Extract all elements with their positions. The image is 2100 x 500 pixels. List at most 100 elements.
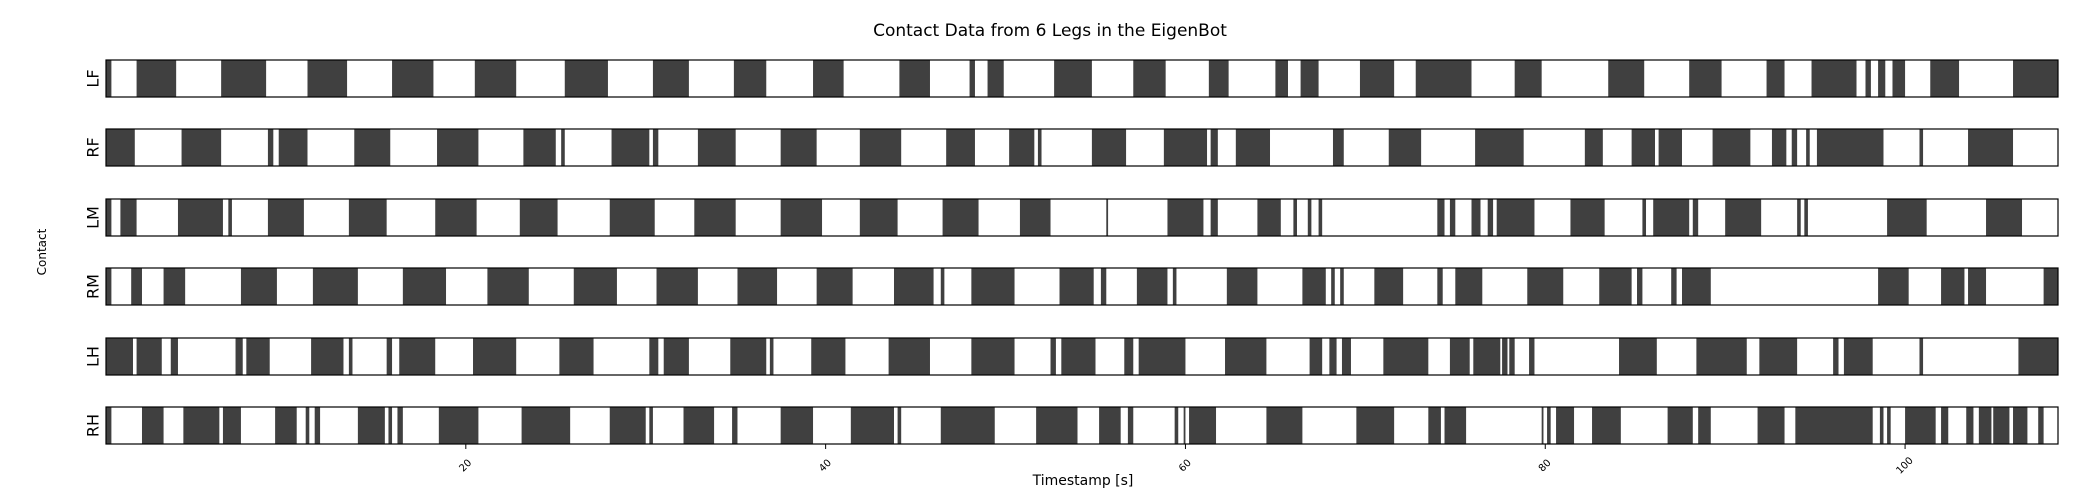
contact-segment [1235, 129, 1271, 166]
contact-segment [1502, 338, 1508, 375]
contact-segment [859, 199, 898, 236]
leg-rows: LF RF LM RM LH RH [84, 59, 2059, 445]
leg-row-lf: LF [84, 59, 2059, 98]
contact-segment [1437, 199, 1445, 236]
contact-segment [780, 407, 814, 444]
contact-segment [222, 407, 241, 444]
contact-segment [1473, 338, 1501, 375]
contact-segment [1811, 60, 1857, 97]
chart-title: Contact Data from 6 Legs in the EigenBot [873, 21, 1227, 41]
contact-segment [177, 199, 223, 236]
contact-segment [278, 129, 308, 166]
contact-segment [1341, 338, 1351, 375]
contact-segment [1257, 199, 1281, 236]
contact-segment [120, 199, 137, 236]
contact-segment [1514, 60, 1542, 97]
contact-segment [437, 129, 479, 166]
contact-segment [2038, 407, 2044, 444]
contact-segment [386, 338, 393, 375]
contact-segment [1106, 199, 1109, 236]
contact-segment [1843, 338, 1873, 375]
contact-segment [487, 268, 529, 305]
leg-label: RF [84, 137, 103, 157]
contact-segment [1174, 407, 1179, 444]
contact-segment [649, 407, 653, 444]
contact-segment [131, 268, 142, 305]
contact-segment [1681, 268, 1711, 305]
contact-segment [1487, 199, 1494, 236]
contact-segment [399, 338, 436, 375]
x-axis-label: Timestamp [s] [1032, 473, 1134, 489]
x-tick-label: 60 [1177, 458, 1194, 475]
contact-segment [183, 407, 220, 444]
contact-segment [559, 338, 594, 375]
contact-segment [523, 129, 556, 166]
leg-row-lh: LH [84, 337, 2059, 376]
contact-segment [1309, 338, 1323, 375]
leg-label: LH [84, 346, 103, 367]
contact-segment [1037, 129, 1042, 166]
contact-segment [1318, 199, 1323, 236]
contact-segment [1210, 129, 1218, 166]
contact-segment [1941, 407, 1949, 444]
contact-segment [1437, 268, 1443, 305]
leg-row-rf: RF [84, 128, 2059, 167]
contact-segment [850, 407, 894, 444]
contact-segment [1428, 407, 1441, 444]
leg-label: RM [84, 274, 103, 299]
contact-segment [1941, 268, 1965, 305]
contact-segment [1689, 60, 1722, 97]
contact-segment [1475, 129, 1524, 166]
contact-segment [1059, 268, 1094, 305]
contact-segment [348, 199, 387, 236]
y-axis-label: Contact [35, 228, 49, 275]
contact-segment [1388, 129, 1422, 166]
contact-segment [1136, 268, 1168, 305]
contact-segment [305, 407, 310, 444]
contact-segment [564, 60, 608, 97]
contact-segment [1919, 129, 1924, 166]
contact-segment [1968, 129, 2014, 166]
contact-segment [1658, 129, 1682, 166]
contact-segment [519, 199, 558, 236]
contact-segment [312, 268, 358, 305]
contact-segment [314, 407, 321, 444]
contact-segment [899, 60, 930, 97]
contact-segment [1208, 60, 1229, 97]
contact-segment [246, 338, 270, 375]
contact-segment [1637, 268, 1643, 305]
x-tick-label: 100 [1894, 455, 1915, 476]
x-tick-label: 40 [817, 458, 834, 475]
contact-segment [1172, 268, 1177, 305]
contact-segment [888, 338, 930, 375]
contact-segment [1795, 407, 1873, 444]
contact-segment [1878, 268, 1909, 305]
contact-segment [1570, 199, 1605, 236]
leg-label: LF [84, 69, 103, 87]
contact-segment [1133, 60, 1166, 97]
contact-segment [1374, 268, 1404, 305]
contact-segment [694, 199, 736, 236]
contact-segment [1383, 338, 1429, 375]
contact-segment [136, 60, 177, 97]
contact-segment [697, 129, 736, 166]
contact-segment [813, 60, 844, 97]
contact-segment [649, 338, 659, 375]
contact-segment [307, 60, 348, 97]
contact-segment [1496, 199, 1535, 236]
contact-segment [2013, 407, 2028, 444]
contact-segment [1619, 338, 1657, 375]
contact-segment [942, 199, 979, 236]
contact-segment [1061, 338, 1096, 375]
contact-segment [1653, 199, 1690, 236]
contact-segment [561, 129, 565, 166]
contact-segment [1631, 129, 1656, 166]
contact-segment [573, 268, 617, 305]
contact-segment [1978, 407, 1992, 444]
contact-segment [141, 407, 164, 444]
contact-segment [2013, 60, 2058, 97]
contact-segment [163, 268, 186, 305]
contact-segment [1189, 407, 1217, 444]
contact-segment [1091, 129, 1127, 166]
contact-segment [816, 268, 853, 305]
